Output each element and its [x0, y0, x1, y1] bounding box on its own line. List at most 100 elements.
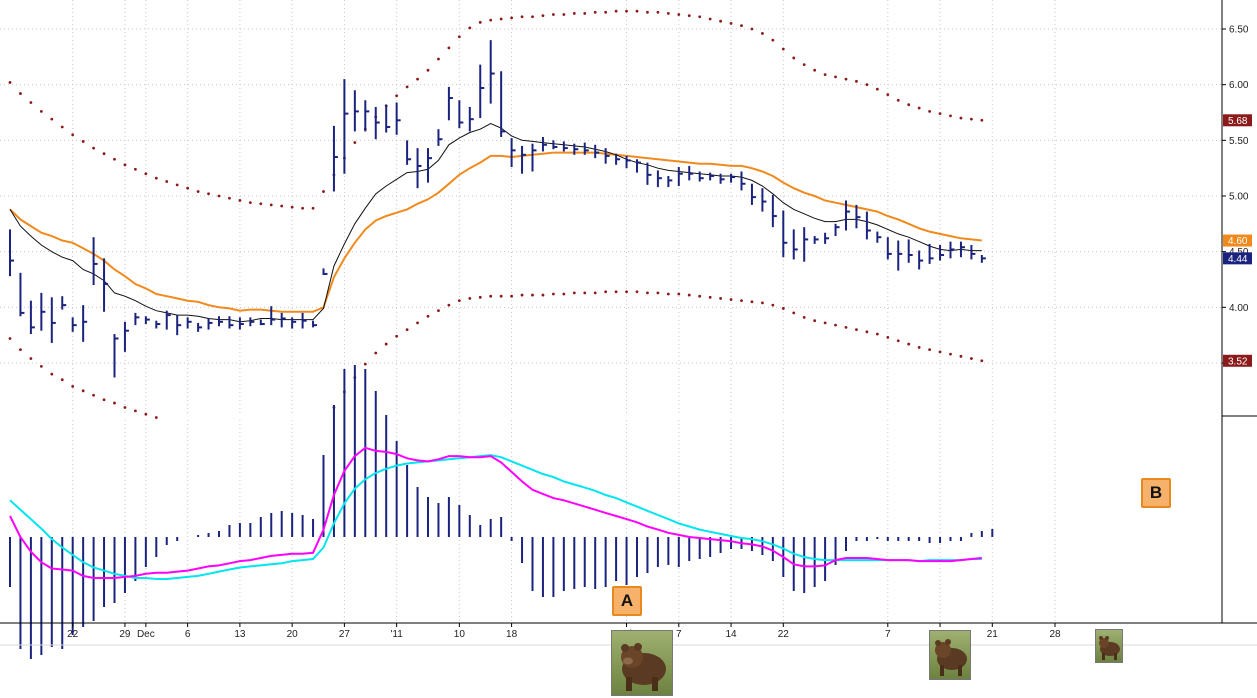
envelope-lower-dot — [855, 328, 858, 331]
envelope-upper-dot — [123, 163, 127, 167]
envelope-lower-dot — [761, 301, 764, 305]
price-bar — [500, 71, 506, 137]
envelope-bands — [8, 9, 984, 419]
x-tick-label: 18 — [506, 629, 518, 640]
price-bar — [521, 145, 527, 174]
envelope-lower-dot — [729, 298, 733, 301]
price-bar — [583, 142, 589, 155]
price-bar — [71, 317, 77, 332]
price-bar — [980, 255, 986, 263]
price-bar — [312, 320, 318, 328]
envelope-upper-dot — [447, 46, 451, 50]
envelope-upper-dot — [280, 204, 284, 208]
envelope-upper-dot — [761, 32, 764, 35]
envelope-lower-dot — [384, 342, 388, 346]
price-bar — [918, 250, 924, 270]
price-bar — [123, 321, 129, 352]
envelope-lower-dot — [708, 295, 712, 299]
price-bar — [165, 310, 171, 330]
envelope-upper-dot — [917, 106, 921, 110]
envelope-upper-dot — [416, 77, 419, 81]
envelope-lower-dot — [50, 372, 54, 376]
envelope-upper-dot — [625, 9, 628, 13]
price-bar — [458, 100, 464, 129]
macd-lines — [9, 446, 982, 580]
price-bar — [562, 141, 568, 152]
envelope-upper-dot — [217, 194, 221, 198]
price-bar — [238, 317, 244, 330]
envelope-lower-dot — [405, 328, 409, 331]
envelope-upper-dot — [802, 63, 806, 67]
price-bar — [865, 211, 871, 240]
x-tick-label: 21 — [987, 629, 999, 640]
envelope-lower-dot — [646, 291, 649, 295]
x-tick-label: Dec — [137, 629, 155, 640]
envelope-lower-dot — [60, 378, 64, 382]
price-bar — [688, 165, 694, 181]
envelope-lower-dot — [844, 325, 848, 329]
x-tick-label: 28 — [1049, 629, 1061, 640]
envelope-upper-dot — [8, 81, 12, 84]
envelope-upper-dot — [896, 98, 900, 102]
moving-averages — [9, 123, 982, 323]
envelope-lower-dot — [750, 300, 754, 304]
envelope-upper-dot — [614, 9, 618, 13]
envelope-lower-dot — [823, 321, 827, 325]
envelope-lower-dot — [886, 335, 890, 339]
envelope-lower-dot — [102, 398, 106, 402]
price-bar — [406, 140, 412, 165]
x-tick-label: 10 — [454, 629, 466, 640]
price-bar — [332, 125, 338, 192]
price-bar — [928, 243, 934, 264]
y-tick-label: 5.50 — [1229, 136, 1249, 147]
price-bar — [19, 272, 25, 317]
x-tick-label: 29 — [119, 629, 131, 640]
price-tag-3 — [1223, 252, 1252, 265]
price-bar — [845, 200, 850, 231]
price-bar — [573, 143, 579, 155]
price-bar — [730, 173, 736, 183]
price-bar — [50, 297, 56, 343]
price-bar — [270, 306, 276, 326]
envelope-upper-dot — [457, 35, 461, 39]
envelope-upper-dot — [499, 17, 503, 21]
envelope-lower-dot — [834, 323, 837, 327]
price-bar — [155, 320, 161, 329]
envelope-upper-dot — [855, 79, 858, 83]
envelope-lower-dot — [374, 351, 378, 355]
price-bar — [886, 237, 892, 260]
envelope-lower-dot — [395, 334, 399, 338]
envelope-lower-dot — [771, 303, 775, 307]
envelope-upper-dot — [29, 101, 33, 104]
envelope-upper-dot — [478, 20, 482, 24]
price-bar — [646, 162, 652, 185]
price-bar — [353, 90, 359, 132]
price-bar — [103, 258, 109, 312]
envelope-upper-dot — [259, 202, 263, 206]
envelope-lower-dot — [698, 294, 702, 298]
envelope-upper-dot — [834, 75, 837, 79]
price-bar — [9, 229, 14, 277]
envelope-lower-dot — [917, 346, 921, 349]
x-tick-label: 20 — [287, 629, 299, 640]
envelope-lower-dot — [541, 293, 545, 297]
envelope-upper-dot — [844, 77, 848, 81]
envelope-lower-dot — [81, 389, 85, 393]
price-bar — [750, 183, 756, 205]
price-bar — [939, 244, 945, 261]
envelope-lower-dot — [520, 293, 524, 297]
envelope-upper-dot — [520, 15, 524, 19]
envelope-lower-dot — [468, 297, 472, 300]
price-tag-4 — [1223, 354, 1252, 367]
envelope-lower-dot — [865, 330, 869, 334]
envelope-upper-dot — [39, 109, 43, 113]
price-bar — [552, 140, 558, 150]
x-tick-label: 27 — [339, 629, 351, 640]
price-bar — [834, 223, 840, 237]
envelope-lower-dot — [92, 393, 95, 397]
macd-histogram — [9, 365, 994, 659]
price-bar — [29, 300, 35, 335]
envelope-upper-dot — [60, 125, 64, 129]
price-bar — [531, 143, 537, 172]
envelope-upper-dot — [134, 167, 137, 171]
